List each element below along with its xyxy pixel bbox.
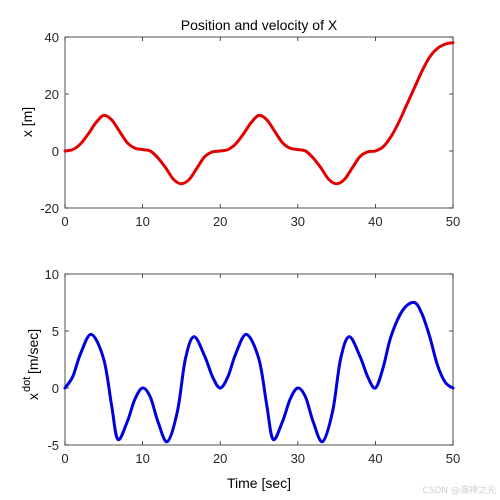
position-x-tick-label: 30 (291, 214, 305, 229)
position-series (63, 41, 455, 186)
velocity-y-tick-label: 5 (52, 324, 59, 339)
position-chart-title: Position and velocity of X (181, 17, 338, 33)
velocity-y-axis-label: x dot [m/sec] (21, 329, 41, 400)
position-x-tick-label: 20 (213, 214, 227, 229)
velocity-series-line (63, 300, 455, 444)
position-y-tick-label: 20 (45, 87, 59, 102)
watermark-text: CSDN @海神之光 (422, 484, 496, 496)
velocity-y-tick-label: 0 (52, 381, 59, 396)
velocity-x-tick-label: 40 (368, 451, 382, 466)
position-y-axis-label: x [m] (19, 107, 35, 137)
velocity-y-label-base: x (25, 393, 41, 400)
velocity-x-tick-label: 10 (135, 451, 149, 466)
position-x-tick-label: 40 (368, 214, 382, 229)
velocity-x-axis-label: Time [sec] (227, 475, 291, 491)
velocity-x-tick-label: 30 (291, 451, 305, 466)
position-x-tick-label: 10 (135, 214, 149, 229)
position-plot-area (64, 36, 454, 209)
position-axes: Position and velocity of X x [m] 0 10 20 30… (19, 17, 460, 229)
velocity-y-label-superscript: dot (21, 377, 33, 392)
velocity-y-tick-label: 10 (45, 267, 59, 282)
velocity-x-tick-label: 20 (213, 451, 227, 466)
velocity-y-label-units: [m/sec] (25, 329, 41, 374)
position-y-tick-label: -20 (40, 201, 59, 216)
velocity-x-tick-label: 0 (61, 451, 68, 466)
velocity-series (63, 300, 455, 444)
position-x-tick-label: 50 (446, 214, 460, 229)
velocity-axes: x dot [m/sec] Time [sec] 0 10 20 30 40 50-505… (21, 267, 460, 491)
position-y-tick-label: 0 (52, 144, 59, 159)
position-y-tick-label: 40 (45, 30, 59, 45)
velocity-y-tick-label: -5 (47, 438, 59, 453)
position-series-line (63, 41, 455, 186)
velocity-x-tick-label: 50 (446, 451, 460, 466)
position-x-tick-label: 0 (61, 214, 68, 229)
